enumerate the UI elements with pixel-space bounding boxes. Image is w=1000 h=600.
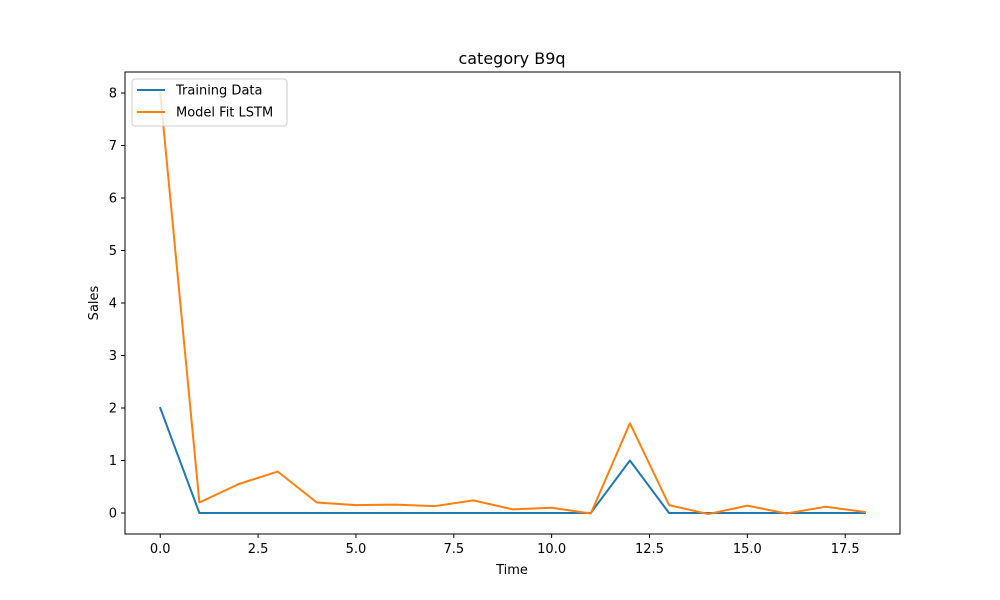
x-tick-label: 2.5 (248, 542, 269, 557)
y-tick-label: 3 (109, 349, 117, 364)
y-axis: 0 1 2 3 4 5 6 7 8 (109, 87, 125, 522)
x-tick-label: 17.5 (831, 542, 860, 557)
series-layer (158, 91, 866, 516)
y-tick-label: 4 (109, 297, 117, 312)
legend-label: Model Fit LSTM (176, 106, 273, 121)
x-tick-label: 15.0 (733, 542, 762, 557)
x-tick-label: 7.5 (443, 542, 464, 557)
y-axis-label: Sales (87, 285, 102, 320)
series-line-training-data (158, 406, 866, 514)
legend-label: Training Data (175, 84, 262, 99)
y-tick-label: 8 (109, 87, 117, 102)
y-tick-label: 0 (109, 507, 117, 522)
x-tick-label: 10.0 (537, 542, 566, 557)
y-tick-label: 5 (109, 244, 117, 259)
x-axis-label: Time (495, 563, 528, 578)
y-tick-label: 2 (109, 402, 117, 417)
x-axis: 0.0 2.5 5.0 7.5 10.0 12.5 15.0 17.5 (150, 534, 860, 557)
x-tick-label: 12.5 (635, 542, 664, 557)
series-line-model-fit-lstm (159, 91, 866, 516)
legend-items: Training Data Model Fit LSTM (137, 84, 273, 121)
legend: Training Data Model Fit LSTM (131, 78, 288, 127)
y-tick-label: 6 (109, 192, 117, 207)
x-tick-label: 0.0 (150, 542, 171, 557)
chart-title: category B9q (458, 49, 565, 68)
y-tick-label: 1 (109, 454, 117, 469)
legend-box (131, 78, 288, 127)
y-tick-label: 7 (109, 139, 117, 154)
x-tick-label: 5.0 (346, 542, 367, 557)
